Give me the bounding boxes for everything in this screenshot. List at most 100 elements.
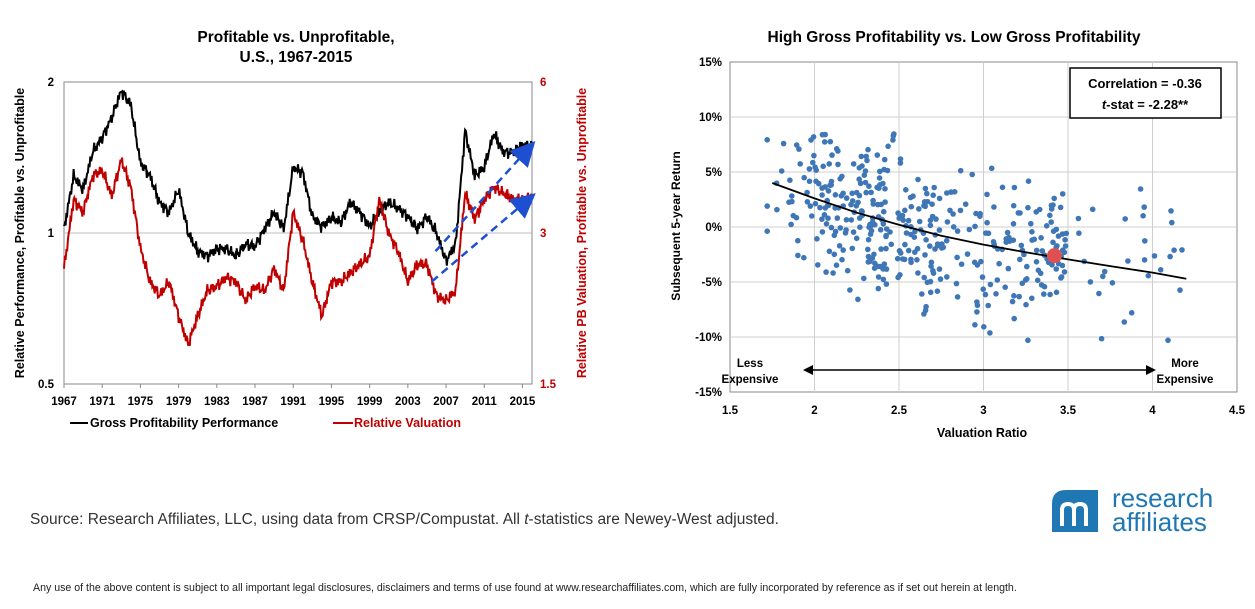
left-x-tick: 1991: [280, 396, 306, 408]
scatter-point: [840, 190, 846, 197]
scatter-point: [922, 252, 928, 258]
right-chart: High Gross Profitability vs. Low Gross P…: [669, 29, 1246, 440]
scatter-point: [862, 179, 869, 186]
scatter-point: [969, 171, 975, 178]
scatter-point: [958, 261, 965, 268]
scatter-point: [936, 266, 943, 272]
scatter-point: [921, 311, 927, 317]
scatter-point: [1011, 315, 1017, 322]
scatter-point: [1142, 238, 1148, 244]
scatter-point: [944, 219, 951, 225]
scatter-point: [887, 229, 893, 235]
scatter-point: [828, 182, 834, 188]
scatter-point: [974, 309, 980, 315]
scatter-point: [883, 266, 890, 272]
scatter-point: [1141, 204, 1147, 210]
right-y-tick: 0%: [705, 222, 722, 234]
scatter-point: [874, 152, 881, 158]
scatter-point: [826, 248, 833, 255]
scatter-point: [981, 324, 987, 330]
scatter-point: [1059, 262, 1066, 269]
scatter-point: [1057, 204, 1064, 211]
scatter-point: [999, 184, 1006, 191]
arrow-head-left-icon: [803, 365, 813, 375]
scatter-point: [1101, 268, 1108, 275]
right-x-tick: 3.5: [1060, 405, 1077, 417]
ra-logo-icon: [1052, 490, 1098, 532]
scatter-point: [907, 194, 914, 201]
scatter-point: [827, 138, 834, 145]
scatter-point: [822, 131, 828, 138]
legend-valuation-label: Relative Valuation: [354, 416, 461, 430]
scatter-point: [856, 192, 863, 199]
left-x-tick: 1987: [242, 396, 268, 408]
scatter-point: [972, 223, 978, 230]
scatter-point: [897, 250, 904, 256]
scatter-point: [764, 137, 770, 143]
scatter-point: [806, 166, 813, 172]
arrow-head-right-icon: [1146, 365, 1156, 375]
scatter-point: [1036, 206, 1043, 213]
scatter-point: [1058, 274, 1065, 280]
scatter-point: [924, 198, 931, 205]
scatter-point: [859, 163, 865, 169]
scatter-point: [868, 227, 875, 234]
scatter-point: [863, 189, 869, 196]
scatter-point: [849, 198, 856, 204]
scatter-point: [984, 191, 990, 198]
scatter-point: [929, 213, 936, 220]
scatter-point: [936, 227, 943, 233]
scatter-point: [813, 178, 819, 185]
scatter-point: [806, 178, 813, 185]
scatter-point: [1043, 223, 1050, 229]
scatter-point: [832, 192, 839, 198]
scatter-point: [905, 217, 912, 224]
scatter-point: [944, 190, 950, 196]
scatter-point: [932, 246, 938, 252]
scatter-point: [930, 267, 936, 274]
scatter-point: [858, 153, 865, 160]
scatter-point: [819, 216, 825, 222]
left-x-tick: 1995: [319, 396, 345, 408]
scatter-point: [789, 193, 795, 199]
scatter-point: [888, 241, 895, 248]
scatter-point: [1011, 293, 1017, 299]
scatter-point: [861, 172, 868, 178]
scatter-point: [868, 189, 874, 196]
scatter-point: [1038, 235, 1044, 241]
scatter-point: [1179, 247, 1185, 253]
scatter-point: [857, 180, 864, 187]
arrow-left-label-line1: Less: [737, 358, 763, 370]
scatter-point: [1087, 279, 1094, 285]
right-x-tick: 4.5: [1229, 405, 1246, 417]
scatter-point: [962, 201, 969, 207]
scatter-point: [840, 247, 846, 253]
scatter-point: [837, 225, 844, 231]
left-chart-title-line1: Profitable vs. Unprofitable,: [197, 29, 394, 46]
right-x-tick: 3: [980, 405, 986, 417]
scatter-point: [795, 252, 801, 259]
scatter-point: [899, 256, 906, 262]
scatter-point: [978, 258, 984, 265]
scatter-point: [823, 221, 830, 227]
scatter-point: [797, 161, 803, 167]
scatter-point: [1050, 228, 1057, 234]
scatter-point: [819, 192, 825, 198]
scatter-point: [1015, 210, 1022, 216]
scatter-point: [877, 168, 883, 175]
scatter-point: [982, 291, 989, 298]
left-x-tick: 1983: [204, 396, 230, 408]
scatter-point: [877, 227, 884, 233]
scatter-point: [883, 245, 889, 252]
scatter-point: [1096, 290, 1102, 297]
scatter-point: [865, 253, 872, 260]
scatter-point: [1029, 229, 1035, 235]
scatter-point: [1024, 276, 1030, 282]
scatter-point: [902, 241, 908, 248]
left-chart: Profitable vs. Unprofitable, U.S., 1967-…: [13, 29, 589, 430]
scatter-point: [801, 254, 807, 261]
scatter-point: [966, 226, 973, 233]
scatter-point: [1028, 220, 1034, 227]
left-x-tick: 1979: [166, 396, 192, 408]
left-y-axis-label: Relative Performance, Profitable vs. Unp…: [13, 88, 27, 378]
